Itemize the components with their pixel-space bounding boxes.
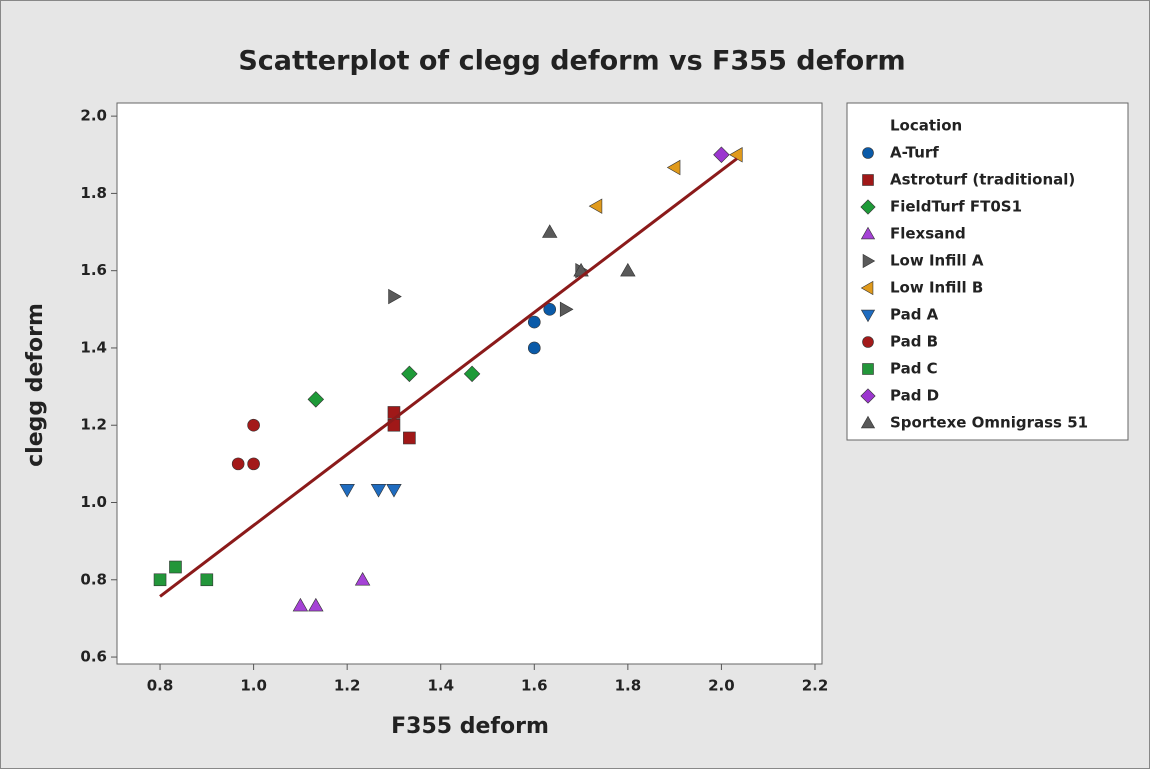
y-tick-label: 1.2 [80, 416, 107, 434]
point [542, 224, 558, 238]
point [247, 457, 260, 471]
point [543, 303, 557, 316]
legend-marker [862, 253, 876, 269]
legend-marker [862, 363, 874, 375]
legend-marker [860, 226, 876, 240]
x-tick-label: 1.4 [427, 677, 454, 695]
legend-label: FieldTurf FT0S1 [890, 198, 1022, 216]
legend-marker [860, 415, 876, 429]
legend-label: Pad A [890, 306, 939, 324]
legend-label: Pad B [890, 333, 938, 351]
legend-marker [862, 174, 874, 186]
legend-marker [860, 280, 874, 296]
point [620, 262, 636, 277]
legend-title: Location [890, 117, 962, 135]
point [463, 365, 481, 383]
point [401, 365, 418, 383]
x-tick-label: 1.2 [334, 677, 361, 695]
legend-box [846, 102, 1129, 441]
chart-title: Scatterplot of clegg deform vs F355 defo… [238, 46, 905, 77]
point [527, 315, 541, 329]
x-tick-label: 0.8 [147, 677, 174, 695]
x-axis-label: F355 deform [391, 714, 549, 739]
point [559, 301, 574, 318]
point [231, 457, 245, 471]
point [403, 431, 416, 445]
y-tick-label: 1.8 [80, 184, 107, 202]
point [588, 198, 603, 214]
point [666, 159, 681, 176]
y-tick-label: 0.8 [80, 570, 107, 588]
legend-label: Astroturf (traditional) [890, 171, 1075, 189]
legend-marker [862, 147, 874, 159]
point [247, 418, 260, 432]
y-tick-label: 1.0 [80, 493, 107, 511]
point [527, 341, 541, 355]
point [200, 573, 214, 587]
fit-line [159, 157, 738, 598]
point [307, 391, 325, 408]
legend-label: A-Turf [890, 144, 939, 162]
y-tick-label: 1.6 [80, 261, 107, 279]
legend-label: Low Infill A [890, 252, 984, 270]
x-tick-label: 1.6 [521, 677, 548, 695]
legend-label: Pad C [890, 360, 938, 378]
point [354, 571, 371, 586]
legend-marker [860, 388, 876, 404]
legend-label: Low Infill B [890, 279, 983, 297]
y-axis-label: clegg deform [23, 303, 48, 467]
x-tick-label: 2.0 [708, 677, 735, 695]
plot-area [116, 102, 823, 665]
point [153, 573, 167, 587]
legend-marker [860, 309, 876, 323]
legend-marker [862, 336, 874, 348]
point [292, 597, 309, 612]
y-tick-label: 2.0 [80, 107, 107, 125]
point [713, 146, 730, 163]
y-tick-label: 1.4 [80, 338, 107, 356]
point [386, 484, 402, 498]
point [169, 560, 182, 574]
legend-marker [860, 199, 876, 215]
legend-label: Sportexe Omnigrass 51 [890, 414, 1088, 432]
y-tick-label: 0.6 [80, 648, 107, 666]
x-tick-label: 1.8 [615, 677, 642, 695]
legend-label: Flexsand [890, 225, 966, 243]
point [370, 484, 387, 498]
x-tick-label: 2.2 [802, 677, 829, 695]
legend-label: Pad D [890, 387, 939, 405]
x-tick-label: 1.0 [240, 677, 267, 695]
point [308, 597, 324, 612]
point [388, 288, 402, 305]
point [339, 484, 355, 498]
